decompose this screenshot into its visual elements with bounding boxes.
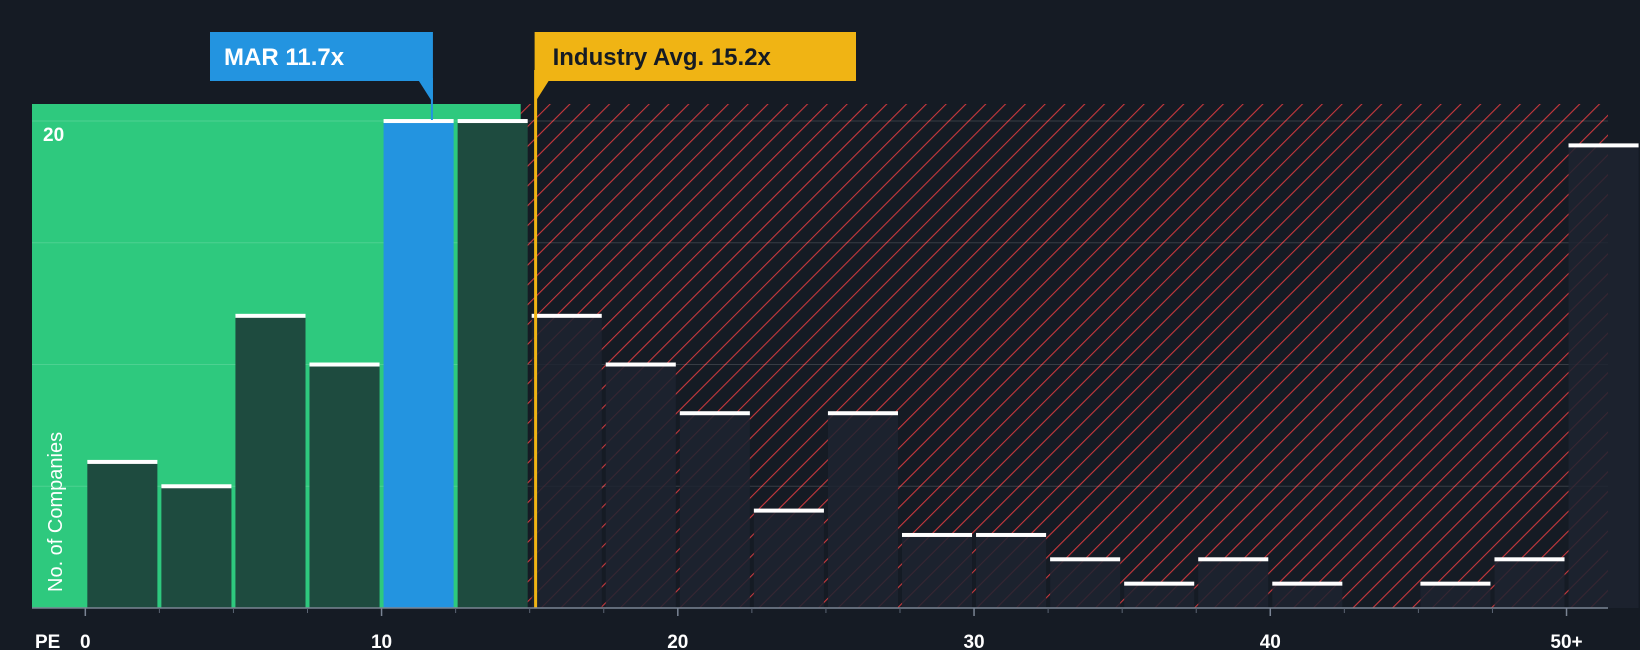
callouts: MAR 11.7x Industry Avg. 15.2x [210, 32, 856, 103]
bar-top-cap [1568, 143, 1639, 148]
histogram-bar [531, 315, 602, 608]
bar-top-cap [827, 411, 898, 416]
histogram-bar [383, 121, 454, 608]
bar-top-cap [383, 119, 454, 124]
histogram-bar [1494, 559, 1565, 608]
histogram-bar [605, 364, 676, 608]
histogram-bar [1272, 583, 1343, 608]
histogram-bar [309, 364, 380, 608]
bar-top-cap [976, 532, 1047, 537]
bar-top-cap [531, 313, 602, 318]
bar-top-cap [457, 119, 528, 124]
histogram-bar [1198, 559, 1269, 608]
x-tick-label: 40 [1260, 632, 1281, 650]
histogram-bars [87, 119, 1639, 609]
histogram-bar [161, 486, 232, 608]
bar-top-cap [235, 313, 306, 318]
histogram-bar [1124, 583, 1195, 608]
histogram-bar [827, 413, 898, 608]
bar-top-cap [605, 362, 676, 367]
histogram-bar [87, 461, 158, 608]
bar-top-cap [679, 411, 750, 416]
bar-top-cap [1198, 557, 1269, 562]
histogram-bar [753, 510, 824, 608]
histogram-bar [1050, 559, 1121, 608]
histogram-bar [976, 534, 1047, 608]
axes: PE No. of Companies 0 10 20 30 40 50+ 20 [32, 125, 1608, 650]
bar-top-cap [1124, 581, 1195, 586]
x-tick-label: 30 [963, 632, 984, 650]
company-callout-box [210, 32, 433, 103]
bar-top-cap [87, 459, 158, 464]
industry-callout-box [534, 32, 856, 103]
histogram-bar [1420, 583, 1491, 608]
x-tick-label: 50+ [1550, 632, 1582, 650]
x-tick-label: 0 [80, 632, 91, 650]
bar-top-cap [309, 362, 380, 367]
x-tick-label: 10 [371, 632, 392, 650]
company-callout-label: MAR 11.7x [224, 44, 345, 71]
histogram-bar [235, 315, 306, 608]
histogram-bar [1568, 145, 1639, 609]
bar-top-cap [901, 532, 973, 537]
industry-callout-label: Industry Avg. 15.2x [553, 44, 772, 71]
histogram-bar [679, 413, 750, 608]
histogram-bar [901, 534, 973, 608]
y-axis-title: No. of Companies [45, 432, 67, 592]
bar-top-cap [1050, 557, 1121, 562]
x-axis-title: PE [35, 632, 60, 650]
bar-top-cap [161, 484, 232, 489]
y-tick-label: 20 [43, 125, 64, 146]
x-tick-label: 20 [667, 632, 688, 650]
bar-top-cap [1420, 581, 1491, 586]
bar-top-cap [1272, 581, 1343, 586]
bar-top-cap [1494, 557, 1565, 562]
bar-top-cap [753, 508, 824, 513]
histogram-bar [457, 121, 528, 608]
